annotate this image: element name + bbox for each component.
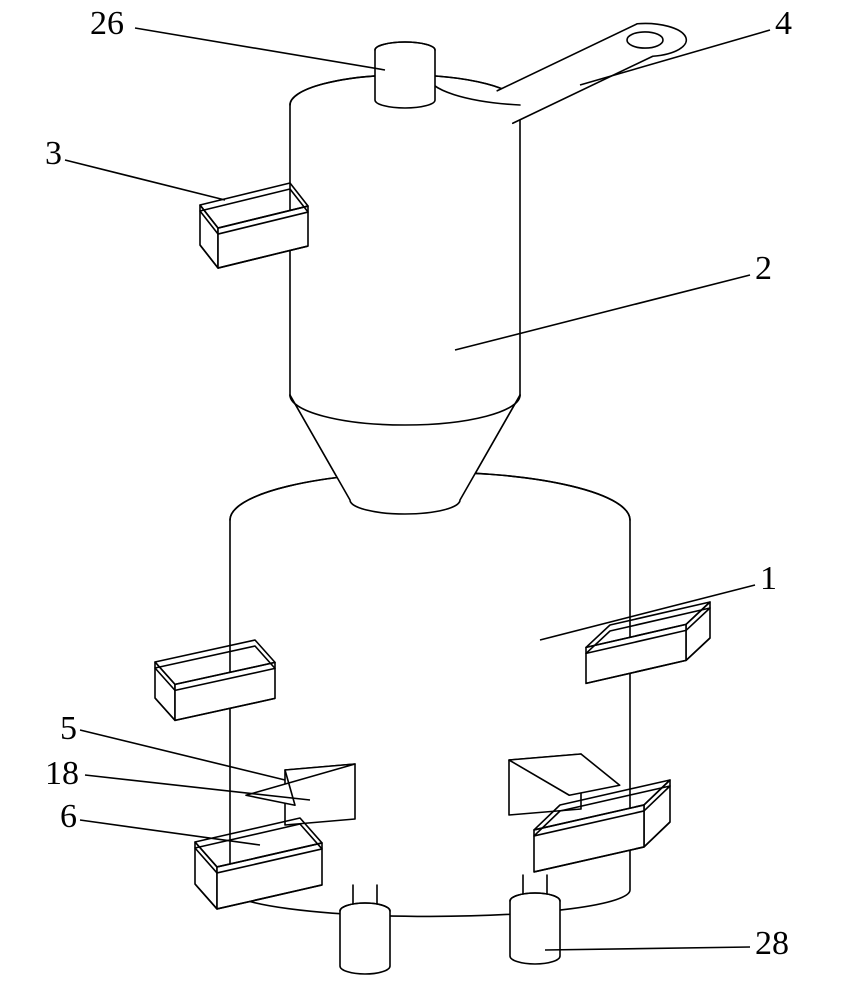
- callout-l5: 5: [60, 710, 77, 748]
- callout-l4: 4: [775, 5, 792, 43]
- callout-l1: 1: [760, 560, 777, 598]
- callout-l28: 28: [755, 925, 789, 963]
- callout-l6: 6: [60, 798, 77, 836]
- callout-l18: 18: [45, 755, 79, 793]
- callout-l26: 26: [90, 5, 124, 43]
- callout-l3: 3: [45, 135, 62, 173]
- callout-l2: 2: [755, 250, 772, 288]
